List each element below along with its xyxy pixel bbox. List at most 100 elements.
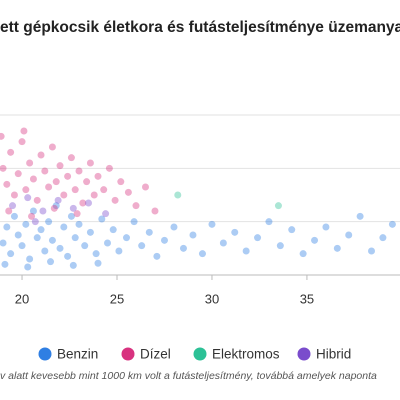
- scatter-point: [54, 196, 62, 204]
- scatter-point: [26, 159, 34, 167]
- scatter-point: [7, 250, 15, 258]
- scatter-point: [75, 167, 83, 175]
- scatter-point: [83, 178, 91, 186]
- scatter-point: [60, 223, 68, 231]
- scatter-point: [138, 242, 146, 250]
- scatter-point: [105, 164, 113, 172]
- scatter-point: [153, 252, 161, 260]
- scatter-point: [9, 202, 17, 210]
- scatter-point: [0, 164, 7, 172]
- legend-label: Elektromos: [212, 347, 280, 362]
- scatter-point: [37, 226, 45, 234]
- scatter-point: [18, 138, 26, 146]
- scatter-point: [71, 234, 79, 242]
- scatter-point: [20, 127, 28, 135]
- scatter-point: [29, 175, 37, 183]
- scatter-point: [18, 242, 26, 250]
- scatter-point: [170, 223, 178, 231]
- scatter-point: [117, 178, 125, 186]
- scatter-point: [5, 207, 13, 215]
- scatter-point: [132, 202, 140, 210]
- scatter-point: [115, 247, 123, 255]
- scatter-point: [174, 191, 182, 199]
- x-tick-label: 20: [15, 291, 29, 306]
- scatter-point: [124, 188, 132, 196]
- scatter-point: [1, 260, 9, 268]
- scatter-point: [299, 250, 307, 258]
- scatter-point: [111, 196, 119, 204]
- scatter-point: [98, 215, 106, 223]
- legend-label: Dízel: [140, 347, 171, 362]
- scatter-point: [75, 220, 83, 228]
- footnote: v alatt kevesebb mint 1000 km volt a fut…: [0, 370, 377, 382]
- scatter-point: [41, 247, 49, 255]
- legend-marker: [193, 347, 207, 361]
- scatter-point: [122, 234, 130, 242]
- legend-label: Benzin: [57, 347, 98, 362]
- scatter-point: [379, 234, 387, 242]
- scatter-point: [26, 255, 34, 263]
- scatter-point: [50, 204, 58, 212]
- scatter-point: [104, 239, 112, 247]
- scatter-point: [22, 220, 30, 228]
- scatter-point: [86, 228, 94, 236]
- scatter-point: [28, 212, 36, 220]
- legend-marker: [121, 347, 135, 361]
- scatter-point: [31, 218, 39, 226]
- scatter-point: [29, 207, 37, 215]
- scatter-point: [45, 218, 53, 226]
- scatter-point: [274, 202, 282, 210]
- scatter-point: [265, 218, 273, 226]
- scatter-point: [24, 194, 32, 202]
- scatter-point: [14, 231, 22, 239]
- scatter-point: [276, 242, 284, 250]
- scatter-point: [14, 170, 22, 178]
- scatter-point: [73, 210, 81, 218]
- legend-marker: [297, 347, 311, 361]
- x-tick-label: 25: [110, 291, 124, 306]
- scatter-point: [208, 220, 216, 228]
- x-tick-label: 35: [300, 291, 314, 306]
- scatter-point: [242, 247, 250, 255]
- scatter-point: [322, 223, 330, 231]
- scatter-point: [160, 236, 168, 244]
- scatter-point: [109, 226, 117, 234]
- scatter-point: [388, 220, 396, 228]
- scatter-point: [288, 226, 296, 234]
- legend-marker: [38, 347, 52, 361]
- scatter-point: [100, 186, 108, 194]
- scatter-point: [60, 191, 68, 199]
- scatter-point: [0, 239, 7, 247]
- scatter-point: [368, 247, 376, 255]
- x-tick-label: 30: [205, 291, 219, 306]
- scatter-point: [39, 207, 47, 215]
- scatter-point: [33, 234, 41, 242]
- scatter-point: [64, 172, 72, 180]
- scatter-point: [7, 148, 15, 156]
- chart-title: ett gépkocsik életkora és futásteljesítm…: [0, 19, 400, 36]
- scatter-point: [345, 231, 353, 239]
- scatter-point: [10, 191, 18, 199]
- scatter-point: [79, 199, 87, 207]
- scatter-point: [94, 259, 102, 267]
- scatter-point: [47, 258, 55, 266]
- scatter-point: [141, 183, 149, 191]
- scatter-point: [64, 252, 72, 260]
- scatter-point: [198, 250, 206, 258]
- scatter-point: [69, 261, 77, 269]
- scatter-point: [145, 228, 153, 236]
- scatter-point: [37, 151, 45, 159]
- scatter-point: [92, 250, 100, 258]
- scatter-point: [94, 172, 102, 180]
- scatter-point: [3, 223, 11, 231]
- scatter-point: [48, 143, 56, 151]
- scatter-point: [56, 162, 64, 170]
- scatter-point: [41, 167, 49, 175]
- scatter-point: [0, 132, 5, 140]
- scatter-point: [219, 239, 227, 247]
- legend-label: Hibrid: [316, 347, 351, 362]
- scatter-point: [81, 242, 89, 250]
- scatter-point: [102, 210, 110, 218]
- scatter-point: [33, 196, 41, 204]
